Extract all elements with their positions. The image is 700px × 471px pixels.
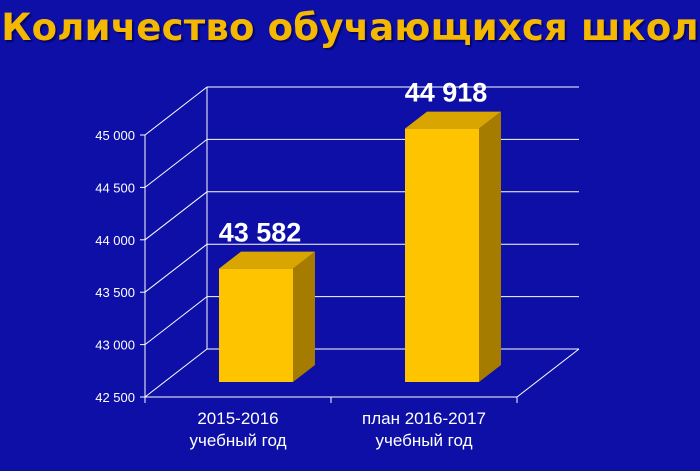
bar-top: [405, 111, 501, 129]
gridline-side: [144, 348, 208, 398]
data-label: 43 582: [219, 218, 302, 248]
x-tick-label: учебный год: [189, 431, 286, 450]
data-label: 44 918: [405, 78, 488, 108]
bar-top: [219, 251, 315, 269]
gridline-side: [144, 191, 208, 241]
floor-right-edge: [516, 348, 580, 398]
y-tick-label: 42 500: [95, 390, 135, 405]
gridline-side: [144, 296, 208, 345]
bar-side: [479, 111, 501, 382]
bar-front: [219, 268, 293, 382]
bar-front: [405, 128, 479, 382]
y-tick-label: 45 000: [95, 128, 135, 143]
gridline-side: [144, 86, 208, 136]
chart-title: Количество обучающихся школ: [1, 6, 699, 49]
y-tick-label: 44 500: [95, 180, 135, 195]
x-tick-label: 2015-2016: [197, 409, 278, 428]
bar-side: [293, 251, 315, 382]
x-tick-label: учебный год: [375, 431, 472, 450]
x-tick-label: план 2016-2017: [362, 409, 486, 428]
gridline-side: [144, 243, 208, 293]
gridline-side: [144, 139, 208, 188]
y-tick-label: 43 000: [95, 338, 135, 353]
y-tick-label: 44 000: [95, 233, 135, 248]
y-tick-label: 43 500: [95, 285, 135, 300]
